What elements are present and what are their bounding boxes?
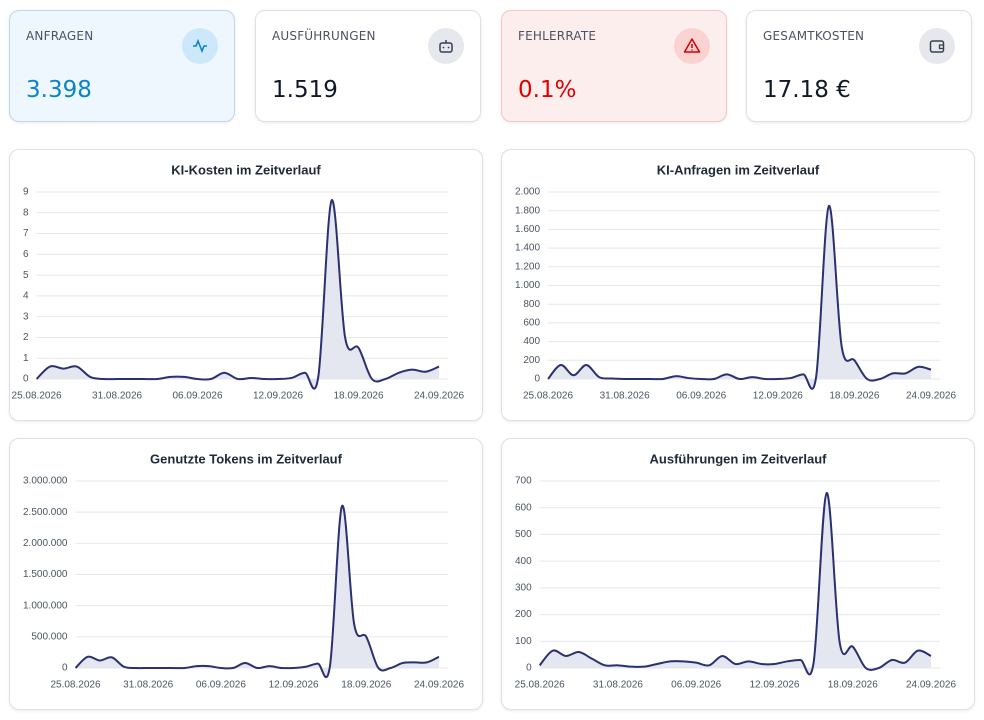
y-tick-label: 3 — [23, 311, 29, 322]
stat-label: ANFRAGEN — [26, 29, 94, 43]
chart-title: KI-Kosten im Zeitverlauf — [171, 162, 321, 177]
chart-card: KI-Anfragen im Zeitverlauf 0 200 400 600 800 1… — [501, 149, 975, 421]
warning-icon — [674, 28, 710, 64]
y-tick-label: 100 — [515, 636, 532, 647]
chart: Genutzte Tokens im Zeitverlauf 0 500.000 1.… — [23, 451, 464, 691]
line — [35, 199, 440, 390]
y-tick-label: 2.500.000 — [23, 507, 68, 518]
y-tick-label: 1.400 — [515, 243, 540, 254]
y-tick-label: 200 — [523, 355, 540, 366]
y-tick-label: 1.200 — [515, 261, 540, 272]
area — [539, 492, 931, 675]
x-tick-label: 06.09.2026 — [671, 680, 721, 691]
x-tick-label: 25.08.2026 — [50, 680, 100, 691]
stat-label: AUSFÜHRUNGEN — [272, 29, 376, 43]
x-tick-label: 24.09.2026 — [414, 391, 464, 402]
y-tick-label: 500.000 — [31, 631, 68, 642]
stat-card: AUSFÜHRUNGEN 1.519 — [255, 10, 481, 122]
y-tick-label: 2.000 — [515, 187, 540, 198]
line — [547, 205, 932, 390]
x-tick-label: 25.08.2026 — [523, 391, 573, 402]
y-tick-label: 8 — [23, 207, 29, 218]
stat-card: ANFRAGEN 3.398 — [9, 10, 235, 122]
y-tick-label: 4 — [23, 291, 29, 302]
y-tick-label: 1.600 — [515, 224, 540, 235]
stat-label: FEHLERRATE — [518, 29, 597, 43]
x-tick-label: 18.09.2026 — [333, 391, 383, 402]
y-tick-label: 500 — [515, 529, 532, 540]
area — [75, 505, 439, 678]
y-tick-label: 400 — [515, 556, 532, 567]
y-tick-label: 1.800 — [515, 205, 540, 216]
x-tick-label: 06.09.2026 — [173, 391, 223, 402]
x-tick-label: 31.08.2026 — [123, 680, 173, 691]
y-tick-label: 600 — [523, 318, 540, 329]
y-tick-label: 6 — [23, 249, 29, 260]
line — [538, 492, 932, 676]
x-tick-label: 12.09.2026 — [749, 680, 799, 691]
y-tick-label: 2 — [23, 332, 29, 343]
x-tick-label: 31.08.2026 — [593, 680, 643, 691]
stat-value: 0.1% — [518, 77, 577, 103]
y-tick-label: 5 — [23, 270, 29, 281]
stat-label: GESAMTKOSTEN — [763, 29, 865, 43]
x-tick-label: 25.08.2026 — [12, 391, 62, 402]
x-tick-label: 18.09.2026 — [829, 391, 879, 402]
y-tick-label: 800 — [523, 299, 540, 310]
chart-title: KI-Anfragen im Zeitverlauf — [657, 162, 820, 177]
chart: Ausführungen im Zeitverlauf 0 100 200 300 400… — [515, 451, 957, 691]
y-tick-label: 400 — [523, 336, 540, 347]
chart: KI-Anfragen im Zeitverlauf 0 200 400 600 800 1… — [515, 162, 956, 402]
line — [74, 504, 440, 678]
x-tick-label: 31.08.2026 — [92, 391, 142, 402]
chart-card: KI-Kosten im Zeitverlauf 0 1 2 3 4 5 6 7 8 9 25.08.… — [9, 149, 483, 421]
x-tick-label: 12.09.2026 — [753, 391, 803, 402]
wallet-icon — [919, 28, 955, 64]
y-tick-label: 300 — [515, 582, 532, 593]
x-tick-label: 18.09.2026 — [341, 680, 391, 691]
y-tick-label: 0 — [534, 374, 540, 385]
y-tick-label: 7 — [23, 228, 29, 239]
chart-card: Ausführungen im Zeitverlauf 0 100 200 300 400… — [501, 438, 975, 710]
y-tick-label: 700 — [515, 476, 532, 487]
x-tick-label: 12.09.2026 — [253, 391, 303, 402]
y-tick-label: 0 — [23, 374, 29, 385]
x-tick-label: 24.09.2026 — [906, 680, 956, 691]
x-tick-label: 18.09.2026 — [828, 680, 878, 691]
y-tick-label: 0 — [526, 663, 532, 674]
y-tick-label: 200 — [515, 609, 532, 620]
x-tick-label: 24.09.2026 — [906, 391, 956, 402]
stat-card: GESAMTKOSTEN 17.18 € — [746, 10, 972, 122]
x-tick-label: 31.08.2026 — [600, 391, 650, 402]
y-tick-label: 1.500.000 — [23, 569, 68, 580]
chart-title: Ausführungen im Zeitverlauf — [650, 451, 828, 466]
chart-title: Genutzte Tokens im Zeitverlauf — [150, 451, 343, 466]
y-tick-label: 1 — [23, 353, 29, 364]
x-tick-label: 24.09.2026 — [414, 680, 464, 691]
y-tick-label: 600 — [515, 502, 532, 513]
y-tick-label: 1.000.000 — [23, 600, 68, 611]
area — [36, 200, 439, 389]
chart-card: Genutzte Tokens im Zeitverlauf 0 500.000 1.… — [9, 438, 483, 710]
stat-value: 17.18 € — [763, 77, 851, 103]
y-tick-label: 1.000 — [515, 280, 540, 291]
bot-icon — [428, 28, 464, 64]
stat-value: 3.398 — [26, 77, 92, 103]
y-tick-label: 3.000.000 — [23, 476, 68, 487]
x-tick-label: 06.09.2026 — [196, 680, 246, 691]
x-tick-label: 25.08.2026 — [515, 680, 565, 691]
y-tick-label: 0 — [62, 663, 68, 674]
x-tick-label: 06.09.2026 — [676, 391, 726, 402]
chart: KI-Kosten im Zeitverlauf 0 1 2 3 4 5 6 7 8 9 25.08.… — [12, 162, 465, 402]
area — [548, 205, 931, 389]
stat-value: 1.519 — [272, 77, 338, 103]
y-tick-label: 9 — [23, 187, 29, 198]
stat-card: FEHLERRATE 0.1% — [501, 10, 727, 122]
activity-icon — [182, 28, 218, 64]
x-tick-label: 12.09.2026 — [269, 680, 319, 691]
y-tick-label: 2.000.000 — [23, 538, 68, 549]
